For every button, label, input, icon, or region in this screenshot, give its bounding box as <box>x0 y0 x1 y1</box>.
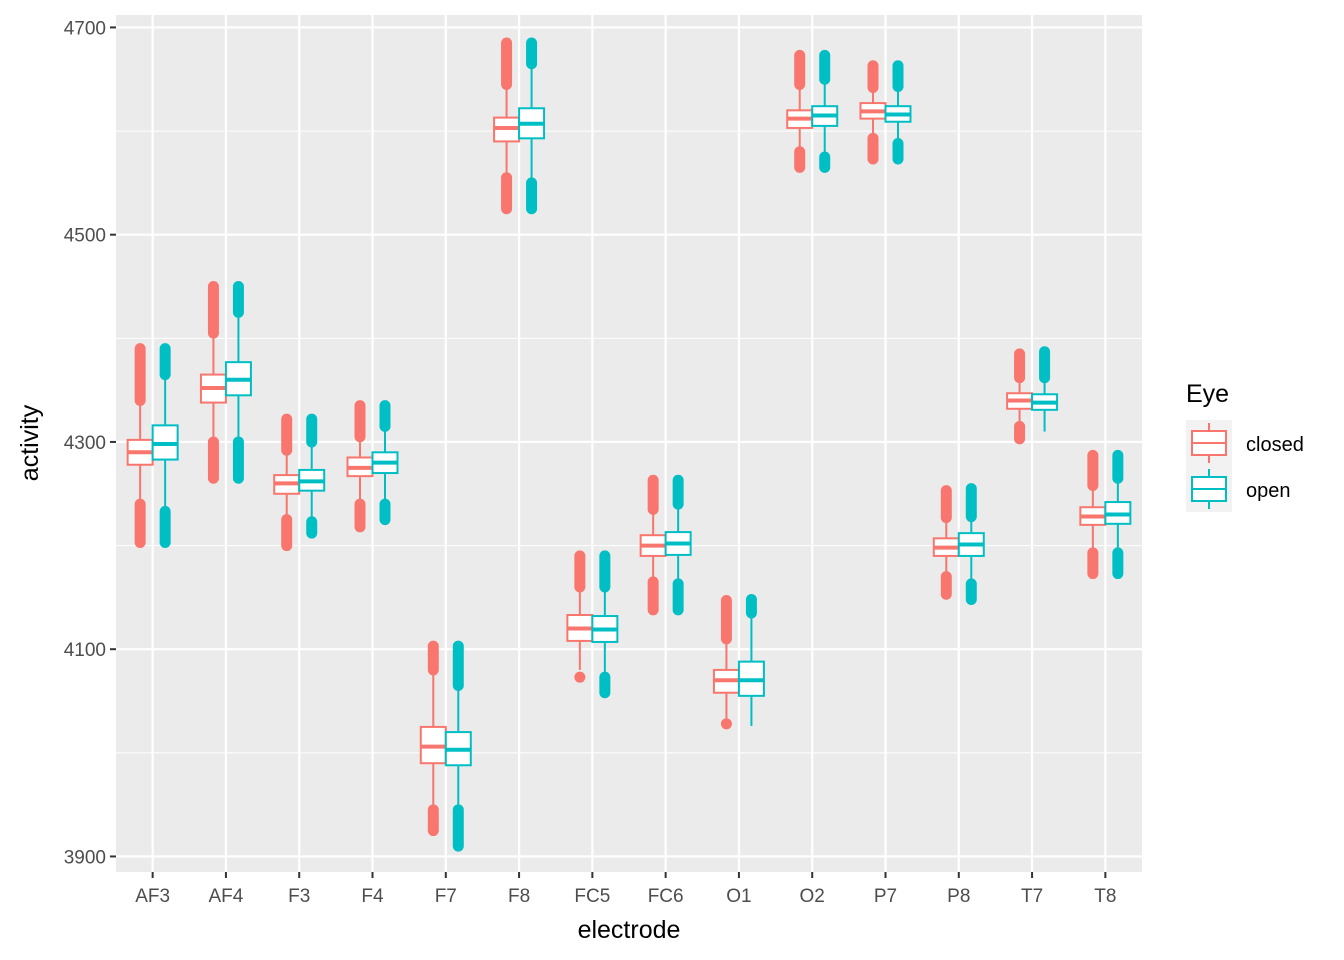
x-tick-label-f4: F4 <box>361 886 384 907</box>
box-open-f8 <box>518 37 546 215</box>
box-closed-o1 <box>712 594 740 730</box>
outlier-point <box>574 671 586 683</box>
box-closed-t8 <box>1079 449 1107 580</box>
y-tick-label: 3900 <box>64 847 106 868</box>
box-closed-f4 <box>346 400 374 533</box>
box-open-o1 <box>737 593 765 726</box>
box-open-f4 <box>371 400 399 526</box>
box-open-fc6 <box>664 474 692 616</box>
x-tick-label-fc5: FC5 <box>574 886 610 907</box>
legend-title: Eye <box>1186 380 1229 408</box>
x-tick-label-t8: T8 <box>1094 886 1116 907</box>
y-tick-label: 4700 <box>64 18 106 39</box>
x-tick-label-o1: O1 <box>726 886 751 907</box>
outlier-point <box>720 718 732 730</box>
box-open-t8 <box>1104 449 1132 580</box>
y-tick-label: 4100 <box>64 640 106 661</box>
legend-label-open: open <box>1246 480 1291 502</box>
box-open-o2 <box>811 49 839 173</box>
legend-key-closed <box>1186 420 1232 466</box>
box-open-af4 <box>224 281 252 484</box>
box-closed-f8 <box>493 37 521 215</box>
box-closed-p8 <box>932 485 960 600</box>
box-marks <box>126 37 1132 852</box>
box-closed-f7 <box>419 640 447 837</box>
x-tick-label-f3: F3 <box>288 886 310 907</box>
legend: Eye closed open <box>1186 380 1304 512</box>
box-closed-f3 <box>273 413 301 552</box>
box-open-t7 <box>1031 346 1059 432</box>
box-open-f3 <box>298 413 326 539</box>
x-tick-label-p7: P7 <box>874 886 897 907</box>
box-open-p8 <box>957 483 985 605</box>
box-open-p7 <box>884 60 912 165</box>
box-open-fc5 <box>591 550 619 699</box>
box-open-af3 <box>151 343 179 548</box>
plot-panel <box>116 15 1142 872</box>
x-axis-title: electrode <box>578 916 681 944</box>
x-tick-label-f8: F8 <box>508 886 530 907</box>
y-tick-label: 4500 <box>64 226 106 247</box>
legend-key-open <box>1186 466 1232 512</box>
x-tick-label-af3: AF3 <box>135 886 170 907</box>
y-axis-title: activity <box>16 404 44 481</box>
box-closed-fc6 <box>639 474 667 616</box>
box-closed-t7 <box>1006 348 1034 445</box>
x-tick-label-o2: O2 <box>800 886 825 907</box>
box-closed-fc5 <box>566 550 594 683</box>
box-closed-af4 <box>199 281 227 484</box>
x-tick-label-fc6: FC6 <box>648 886 684 907</box>
box-open-f7 <box>444 640 472 852</box>
box-closed-p7 <box>859 60 887 165</box>
x-tick-label-p8: P8 <box>947 886 970 907</box>
box-closed-o2 <box>786 49 814 173</box>
legend-label-closed: closed <box>1246 434 1304 456</box>
legend-keys <box>1186 420 1232 512</box>
y-tick-label: 4300 <box>64 433 106 454</box>
x-tick-label-f7: F7 <box>435 886 457 907</box>
x-tick-label-t7: T7 <box>1021 886 1043 907</box>
y-axis: 3900 4100 4300 4500 4700 <box>64 18 116 868</box>
x-axis: AF3 AF4 F3 F4 F7 F8 FC5 FC6 O1 O2 P7 P8 T7 T8 <box>135 872 1116 907</box>
x-tick-label-af4: AF4 <box>208 886 243 907</box>
